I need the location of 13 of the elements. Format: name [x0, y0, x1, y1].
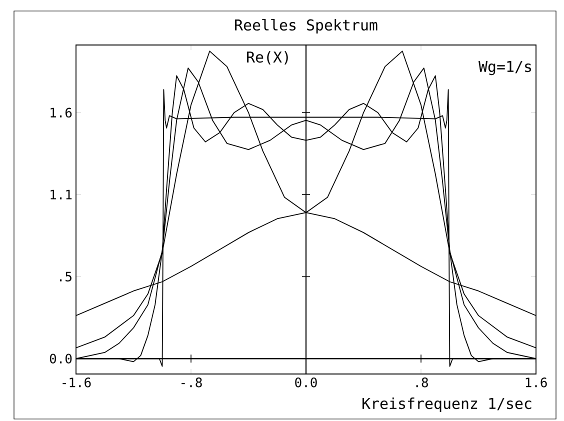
x-tick-label: -1.6: [62, 378, 91, 388]
chart-title: Reelles Spektrum: [235, 18, 378, 34]
y-tick-label: 0.0: [50, 354, 72, 364]
x-tick-label: -.8: [182, 378, 202, 388]
x-axis-title: Kreisfrequenz 1/sec: [362, 398, 532, 412]
annotation: Re(X): [247, 51, 288, 64]
y-tick-label: 1.6: [50, 108, 72, 118]
annotation: Wg=1/s: [478, 61, 532, 76]
y-tick-label: .5: [60, 272, 72, 282]
x-tick-label: 0.0: [295, 378, 317, 388]
x-tick-label: .8: [416, 378, 428, 388]
x-tick-label: 1.6: [526, 378, 547, 388]
y-tick-label: 1.1: [50, 190, 72, 200]
